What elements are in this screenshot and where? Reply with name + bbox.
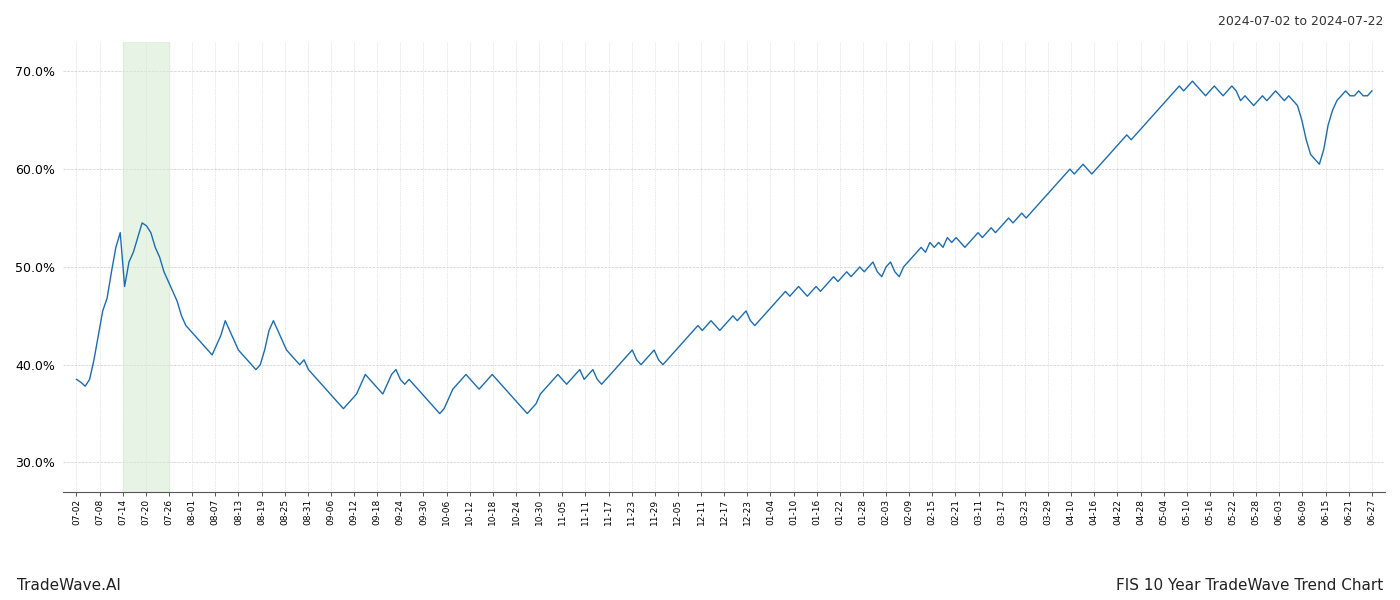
Bar — [123, 42, 169, 492]
Text: TradeWave.AI: TradeWave.AI — [17, 578, 120, 593]
Text: FIS 10 Year TradeWave Trend Chart: FIS 10 Year TradeWave Trend Chart — [1116, 578, 1383, 593]
Text: 2024-07-02 to 2024-07-22: 2024-07-02 to 2024-07-22 — [1218, 15, 1383, 28]
